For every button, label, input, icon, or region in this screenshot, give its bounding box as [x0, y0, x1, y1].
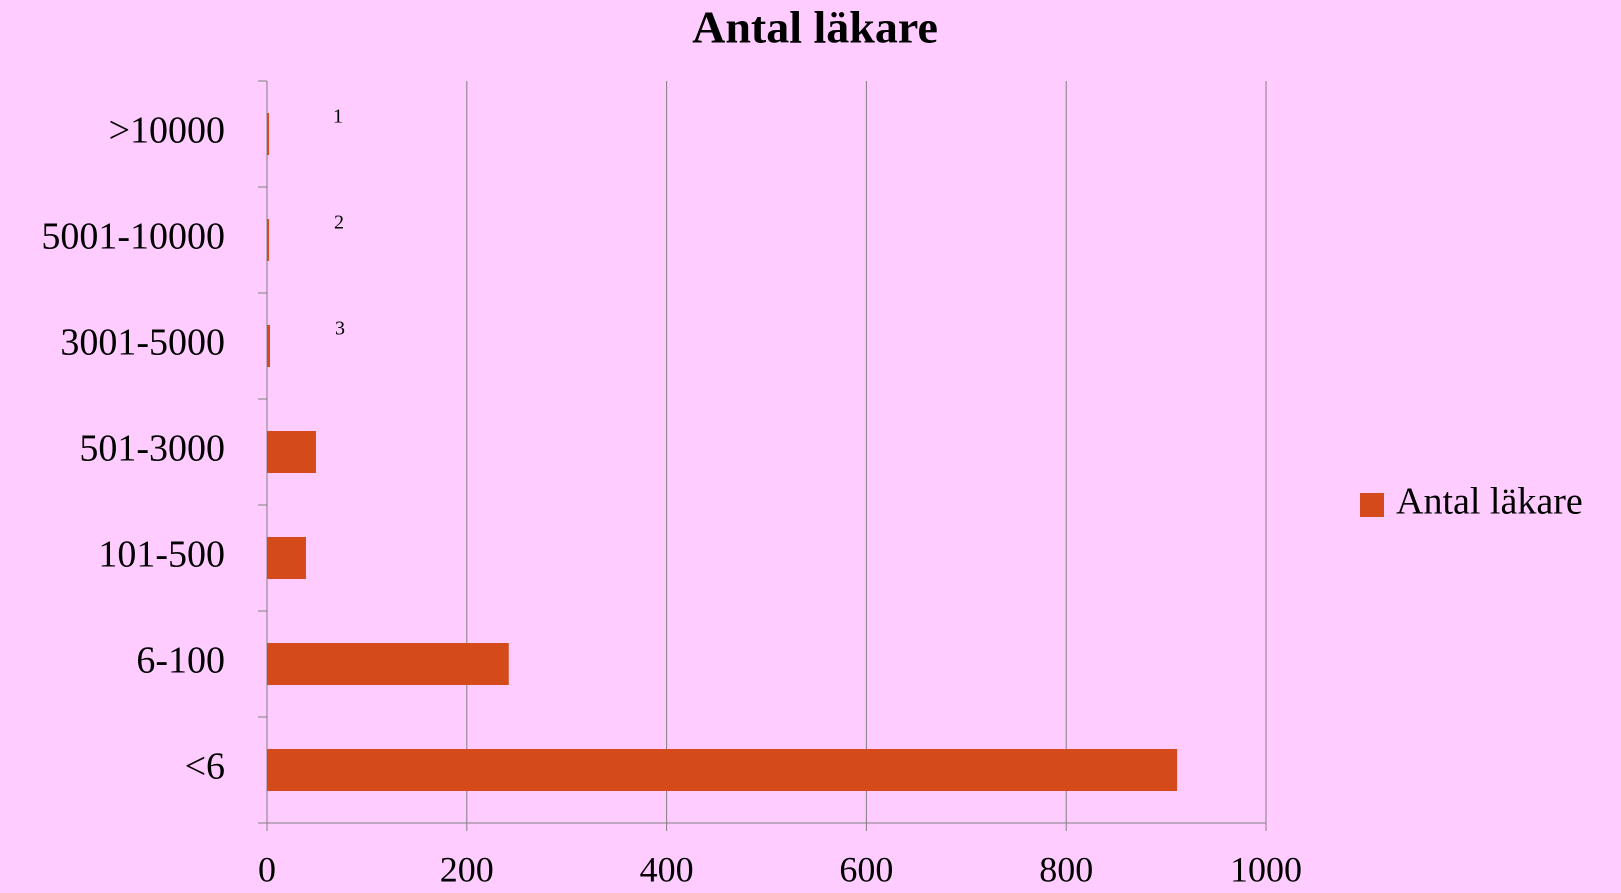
x-tick-label: 600 — [839, 849, 893, 889]
legend-label: Antal läkare — [1396, 481, 1583, 523]
data-label: 3 — [335, 318, 345, 340]
bar — [267, 219, 269, 261]
y-tick-label: 501-3000 — [79, 428, 225, 470]
bar — [267, 113, 269, 155]
y-tick-label: 3001-5000 — [60, 322, 225, 364]
bar — [267, 537, 306, 579]
x-tick-label: 400 — [640, 849, 694, 889]
y-tick-label: 6-100 — [136, 640, 225, 682]
bar — [267, 643, 509, 685]
y-tick-label: 5001-10000 — [41, 216, 225, 258]
data-label: 1 — [333, 106, 343, 128]
data-label: 2 — [334, 212, 344, 234]
bar — [267, 749, 1178, 791]
bar — [267, 325, 270, 367]
y-tick-label: 101-500 — [98, 534, 225, 576]
chart-title: Antal läkare — [692, 2, 938, 53]
x-tick-label: 800 — [1039, 849, 1093, 889]
legend-swatch — [1360, 493, 1384, 517]
x-tick-label: 200 — [440, 849, 494, 889]
x-tick-label: 0 — [258, 849, 276, 889]
y-tick-label: <6 — [185, 746, 225, 788]
x-tick-label: 1000 — [1230, 849, 1302, 889]
bar — [267, 431, 316, 473]
y-tick-label: >10000 — [109, 110, 225, 152]
